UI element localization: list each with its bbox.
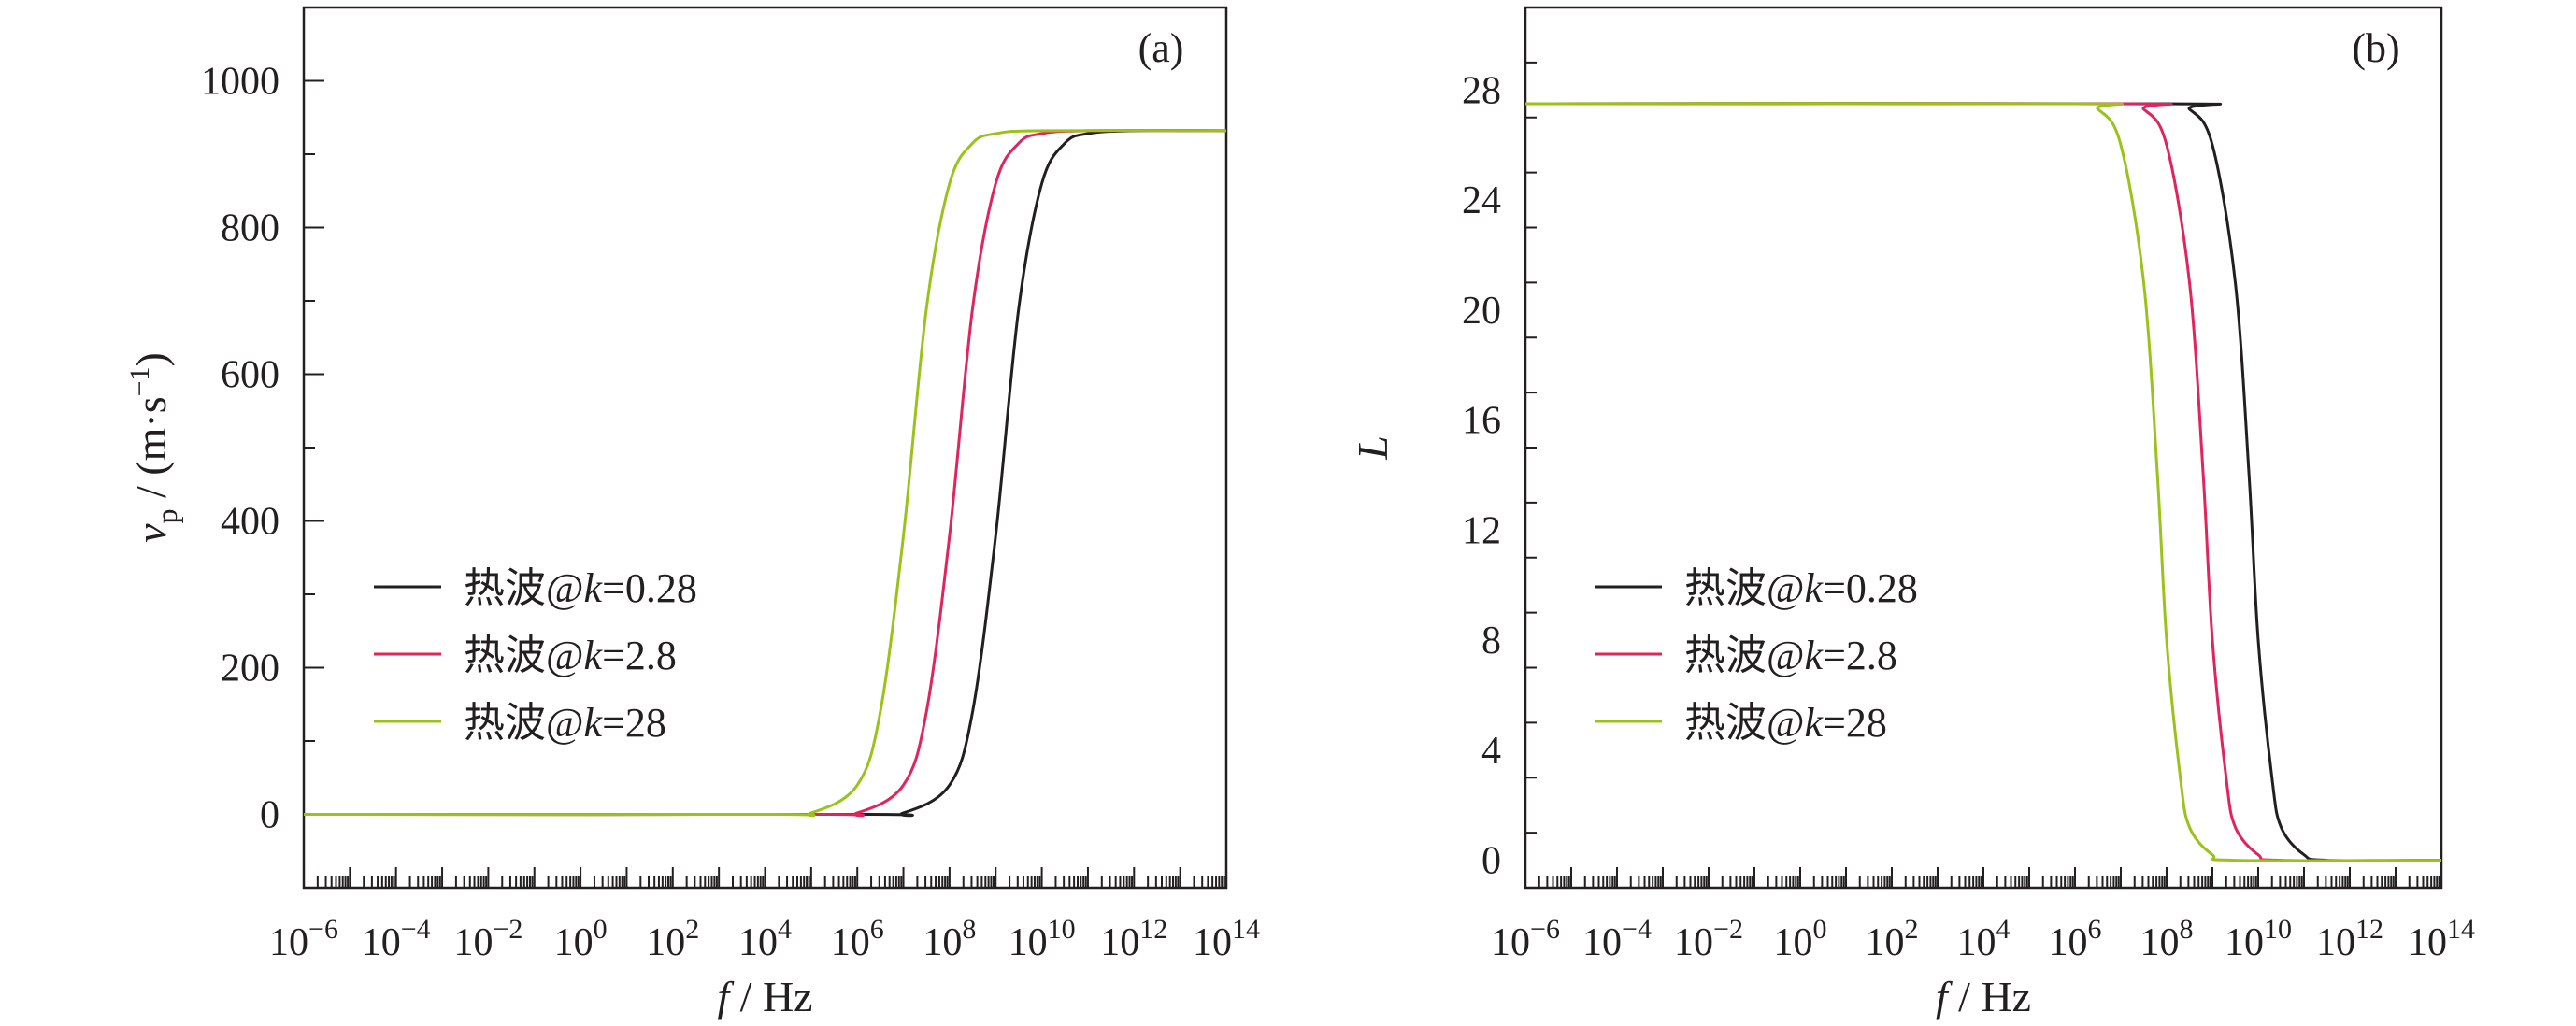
series-line [303, 129, 1227, 818]
x-tick-label: 1010 [2225, 914, 2292, 964]
x-tick-label: 108 [923, 914, 976, 964]
legend: 热波@k=0.28 热波@k=2.8 热波@k=28 [374, 565, 697, 746]
x-tick-label: 1012 [1100, 914, 1167, 964]
y-tick-label: 200 [221, 648, 279, 691]
y-tick-label: 8 [1481, 620, 1501, 663]
x-tick-label: 1010 [1009, 914, 1076, 964]
legend-label: 热波@k=28 [464, 700, 666, 746]
plot-frame [302, 6, 1228, 890]
y-tick-label: 1000 [201, 61, 279, 104]
legend-label: 热波@k=0.28 [1684, 565, 1918, 611]
x-tick-label: 10−2 [1674, 914, 1743, 964]
y-tick-label: 800 [221, 207, 279, 250]
series-line [303, 129, 1227, 818]
y-axis-label: vp / (m·s−1) [124, 352, 183, 543]
plot-frame [1524, 6, 2443, 890]
x-tick-label: 100 [1774, 914, 1827, 964]
legend-label: 热波@k=28 [1684, 700, 1887, 746]
x-tick-label: 104 [1957, 914, 2011, 964]
panel-label: (a) [1138, 25, 1184, 71]
series-line [1524, 102, 2442, 862]
y-axis-label: L [1349, 435, 1396, 461]
x-tick-label: 10−4 [1582, 914, 1652, 964]
series-line [1524, 102, 2442, 862]
series-line [303, 129, 1227, 818]
x-tick-label: 108 [2140, 914, 2194, 964]
x-tick-label: 102 [646, 914, 699, 964]
legend-label: 热波@k=2.8 [1684, 633, 1897, 678]
y-tick-label: 24 [1462, 179, 1501, 222]
legend: 热波@k=0.28 热波@k=2.8 热波@k=28 [1595, 565, 1918, 746]
panel-b: 10−6 10−4 10−2 100 102 104 106 108 1010 1012 1014 0… [1349, 6, 2475, 1020]
x-tick-label: 102 [1866, 914, 1919, 964]
series-line [1524, 102, 2442, 862]
y-tick-label: 16 [1462, 400, 1501, 443]
x-tick-label: 10−4 [362, 914, 431, 964]
x-tick-label: 10−6 [1491, 914, 1560, 964]
x-axis-label: f / Hz [1936, 973, 2031, 1020]
x-axis-label: f / Hz [717, 973, 812, 1020]
x-tick-label: 104 [738, 914, 792, 964]
x-tick-label: 106 [831, 914, 884, 964]
y-tick-label: 28 [1462, 69, 1501, 112]
legend-label: 热波@k=0.28 [464, 565, 697, 611]
y-tick-label: 12 [1462, 509, 1501, 552]
legend-label: 热波@k=2.8 [464, 633, 677, 678]
y-tick-label: 20 [1462, 290, 1501, 333]
y-tick-label: 4 [1481, 730, 1501, 773]
x-tick-label: 100 [554, 914, 608, 964]
x-tick-label: 10−6 [269, 914, 338, 964]
x-tick-label: 1012 [2316, 914, 2383, 964]
panel-label: (b) [2352, 25, 2399, 71]
y-tick-label: 600 [221, 354, 279, 397]
x-tick-label: 10−2 [453, 914, 522, 964]
x-tick-label: 1014 [2408, 914, 2475, 964]
y-tick-label: 0 [1481, 840, 1501, 883]
y-tick-label: 400 [221, 501, 279, 544]
x-tick-label: 1014 [1193, 914, 1260, 964]
x-minor-ticks [316, 876, 1225, 888]
y-tick-label: 0 [260, 794, 279, 837]
panel-a: 10−6 10−4 10−2 100 102 104 106 108 1010 1012 1014 0… [124, 6, 1260, 1020]
x-minor-ticks [1538, 876, 2440, 888]
x-tick-label: 106 [2049, 914, 2102, 964]
